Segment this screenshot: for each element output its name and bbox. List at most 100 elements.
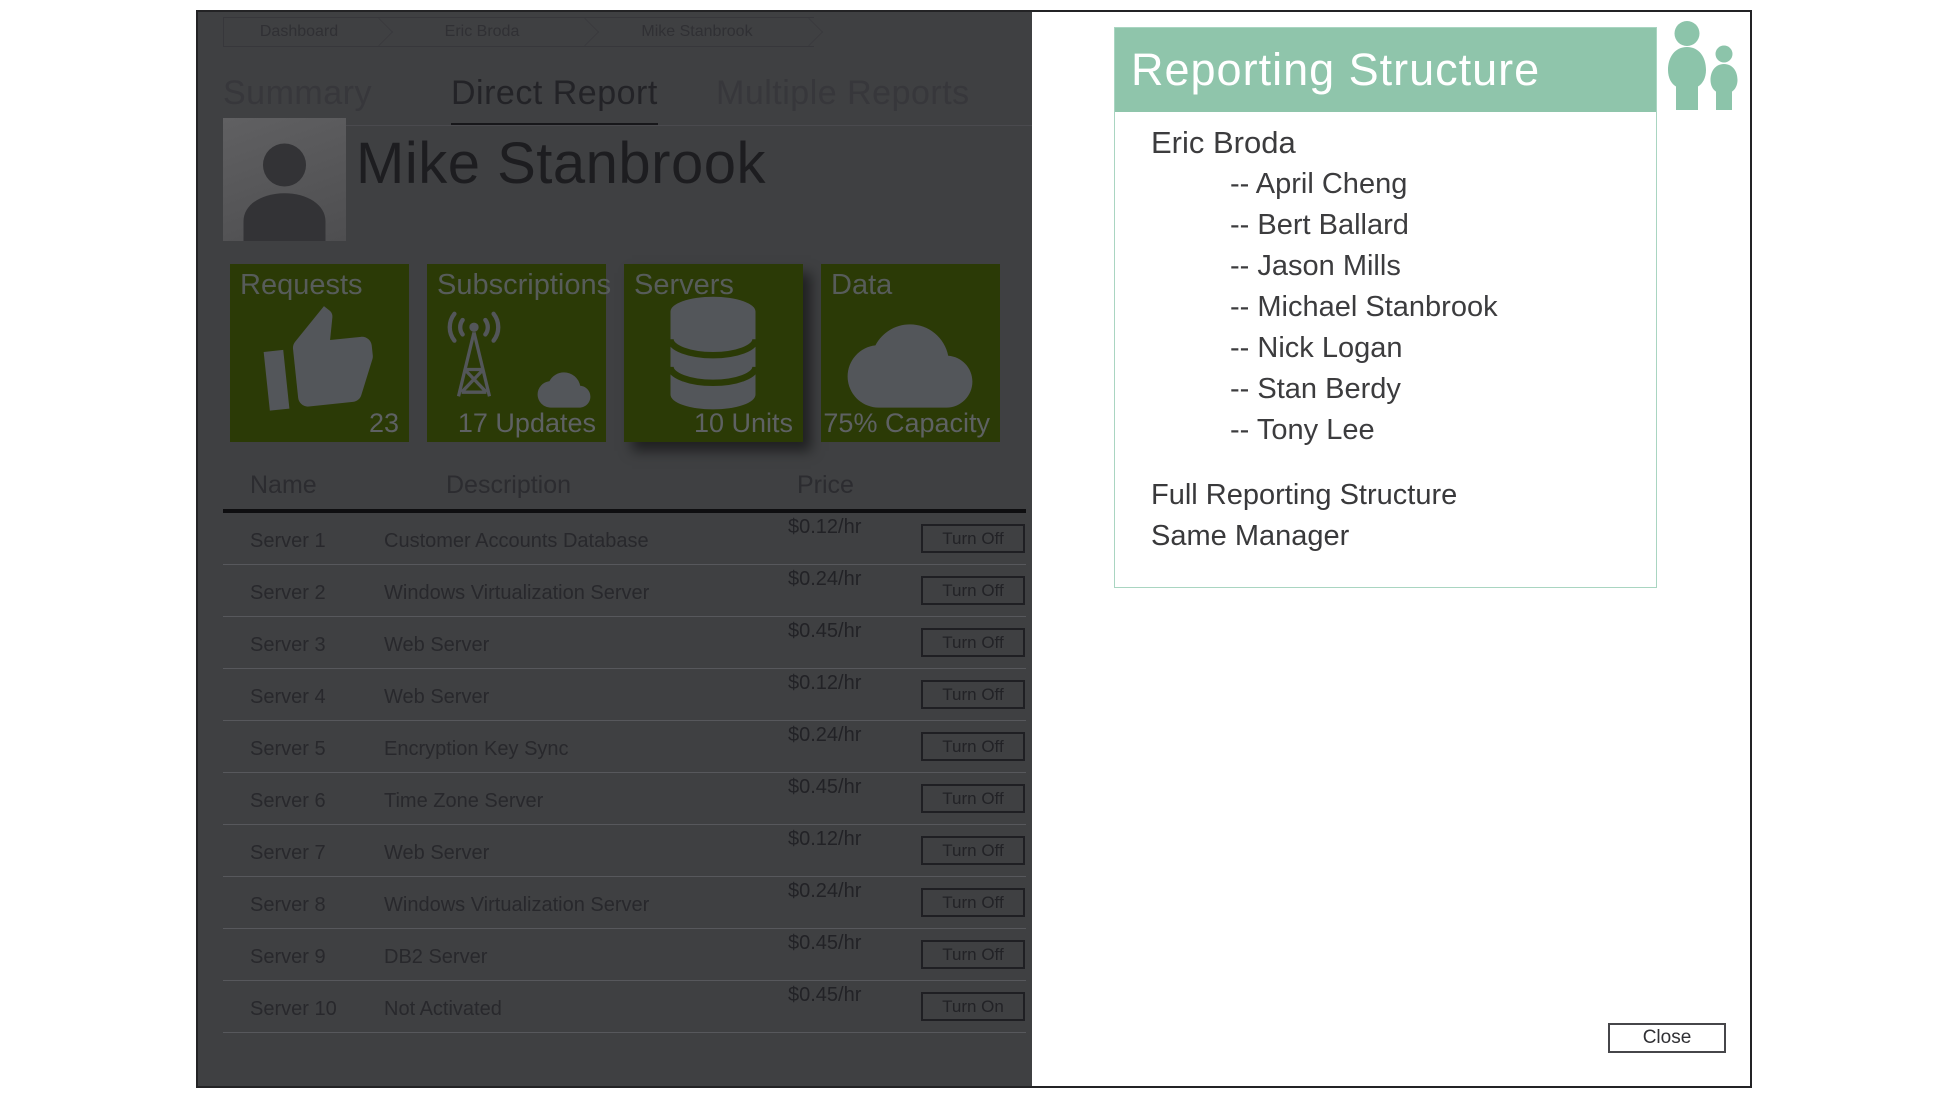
table-row: Server 9 DB2 Server $0.45/hr Turn Off — [223, 929, 1026, 981]
tab-direct-report[interactable]: Direct Report — [451, 74, 658, 126]
server-name: Server 1 — [250, 530, 326, 552]
server-price: $0.45/hr — [788, 776, 862, 798]
report-list-item: -- Tony Lee — [1151, 410, 1656, 451]
person-silhouette-icon — [243, 143, 326, 241]
server-name: Server 7 — [250, 842, 326, 864]
breadcrumb-item-mike-stanbrook[interactable]: Mike Stanbrook — [641, 23, 753, 40]
server-price: $0.24/hr — [788, 880, 862, 902]
server-price: $0.45/hr — [788, 984, 862, 1006]
report-dash: -- — [1230, 168, 1250, 200]
table-row: Server 5 Encryption Key Sync $0.24/hr Tu… — [223, 721, 1026, 773]
server-name: Server 6 — [250, 790, 326, 812]
report-list-item: -- Michael Stanbrook — [1151, 287, 1656, 328]
same-manager-link[interactable]: Same Manager — [1151, 520, 1350, 552]
header-divider — [223, 509, 1026, 513]
table-row: Server 3 Web Server $0.45/hr Turn Off — [223, 617, 1026, 669]
manager-name: Eric Broda — [1151, 125, 1296, 160]
report-dash: -- — [1230, 373, 1250, 405]
report-name: Michael Stanbrook — [1257, 291, 1498, 323]
report-dash: -- — [1230, 414, 1250, 446]
tile-title: Data — [831, 269, 893, 301]
server-price: $0.12/hr — [788, 828, 862, 850]
column-header-price: Price — [797, 471, 854, 499]
cloud-icon — [847, 324, 973, 408]
server-price: $0.24/hr — [788, 568, 862, 590]
tabstrip-divider — [223, 125, 1032, 126]
tab-summary[interactable]: Summary — [223, 74, 372, 112]
server-description: Web Server — [384, 634, 490, 656]
full-reporting-structure-link[interactable]: Full Reporting Structure — [1151, 479, 1458, 511]
turn-off-button[interactable]: Turn Off — [921, 836, 1025, 865]
report-dash: -- — [1230, 209, 1250, 241]
column-header-description: Description — [446, 471, 572, 499]
table-row: Server 10 Not Activated $0.45/hr Turn On — [223, 981, 1026, 1033]
turn-off-button[interactable]: Turn Off — [921, 732, 1025, 761]
server-description: Encryption Key Sync — [384, 738, 569, 760]
reporting-structure-panel: Reporting Structure Eric Broda -- April … — [1114, 27, 1657, 588]
server-price: $0.45/hr — [788, 620, 862, 642]
turn-off-button[interactable]: Turn Off — [921, 888, 1025, 917]
server-description: Web Server — [384, 842, 490, 864]
server-description: Web Server — [384, 686, 490, 708]
turn-on-button[interactable]: Turn On — [921, 992, 1025, 1021]
thumbs-up-icon — [263, 306, 373, 411]
server-name: Server 9 — [250, 946, 326, 968]
tile-data[interactable]: Data 75% Capacity — [821, 264, 1000, 442]
page-title-employee-name: Mike Stanbrook — [356, 131, 766, 196]
table-header: Name Description Price — [223, 467, 1026, 509]
report-dash: -- — [1230, 291, 1250, 323]
turn-off-button[interactable]: Turn Off — [921, 576, 1025, 605]
report-list-item: -- Bert Ballard — [1151, 205, 1656, 246]
server-price: $0.24/hr — [788, 724, 862, 746]
tile-title: Servers — [634, 269, 734, 301]
tile-value: 10 Units — [693, 408, 793, 438]
table-row: Server 4 Web Server $0.12/hr Turn Off — [223, 669, 1026, 721]
cloud-icon — [537, 372, 591, 408]
tile-servers[interactable]: Servers 10 Units — [624, 264, 803, 442]
turn-off-button[interactable]: Turn Off — [921, 940, 1025, 969]
close-button[interactable]: Close — [1608, 1023, 1726, 1053]
tile-value: 23 — [368, 408, 399, 438]
dashboard-page-dimmed: Dashboard Eric Broda Mike Stanbrook Summ… — [198, 12, 1032, 1086]
server-name: Server 10 — [250, 998, 337, 1020]
report-list-item: -- April Cheng — [1151, 164, 1656, 205]
report-list-item: -- Nick Logan — [1151, 328, 1656, 369]
breadcrumb: Dashboard Eric Broda Mike Stanbrook — [223, 17, 824, 47]
report-dash: -- — [1230, 332, 1250, 364]
database-icon — [667, 296, 759, 410]
panel-title: Reporting Structure — [1115, 28, 1656, 112]
breadcrumb-item-dashboard[interactable]: Dashboard — [259, 23, 339, 40]
table-row: Server 2 Windows Virtualization Server $… — [223, 565, 1026, 617]
server-price: $0.45/hr — [788, 932, 862, 954]
dialog-area: Reporting Structure Eric Broda -- April … — [1032, 12, 1750, 1086]
server-name: Server 3 — [250, 634, 326, 656]
tile-subscriptions[interactable]: Subscriptions — [427, 264, 611, 442]
table-row: Server 8 Windows Virtualization Server $… — [223, 877, 1026, 929]
table-row: Server 7 Web Server $0.12/hr Turn Off — [223, 825, 1026, 877]
profile-photo — [223, 118, 346, 241]
tab-multiple-reports[interactable]: Multiple Reports — [716, 74, 970, 112]
people-icon — [1668, 21, 1738, 110]
report-name: Bert Ballard — [1257, 209, 1409, 241]
report-name: Jason Mills — [1257, 250, 1401, 282]
server-description: Windows Virtualization Server — [384, 582, 650, 604]
turn-off-button[interactable]: Turn Off — [921, 628, 1025, 657]
breadcrumb-item-eric-broda[interactable]: Eric Broda — [444, 23, 520, 40]
turn-off-button[interactable]: Turn Off — [921, 784, 1025, 813]
server-description: Not Activated — [384, 998, 502, 1020]
radio-tower-icon — [447, 311, 501, 397]
tile-requests[interactable]: Requests 23 — [230, 264, 409, 442]
servers-table: Name Description Price Server 1 Customer… — [223, 467, 1026, 1033]
tile-value: 17 Updates — [457, 408, 596, 438]
panel-body: Eric Broda -- April Cheng -- Bert Ballar… — [1115, 112, 1656, 557]
turn-off-button[interactable]: Turn Off — [921, 524, 1025, 553]
tile-title: Requests — [240, 269, 363, 301]
report-list-item: -- Stan Berdy — [1151, 369, 1656, 410]
turn-off-button[interactable]: Turn Off — [921, 680, 1025, 709]
server-name: Server 5 — [250, 738, 326, 760]
report-dash: -- — [1230, 250, 1250, 282]
report-list-item: -- Jason Mills — [1151, 246, 1656, 287]
report-name: April Cheng — [1255, 168, 1408, 200]
table-row: Server 1 Customer Accounts Database $0.1… — [223, 513, 1026, 565]
server-description: Customer Accounts Database — [384, 530, 649, 552]
